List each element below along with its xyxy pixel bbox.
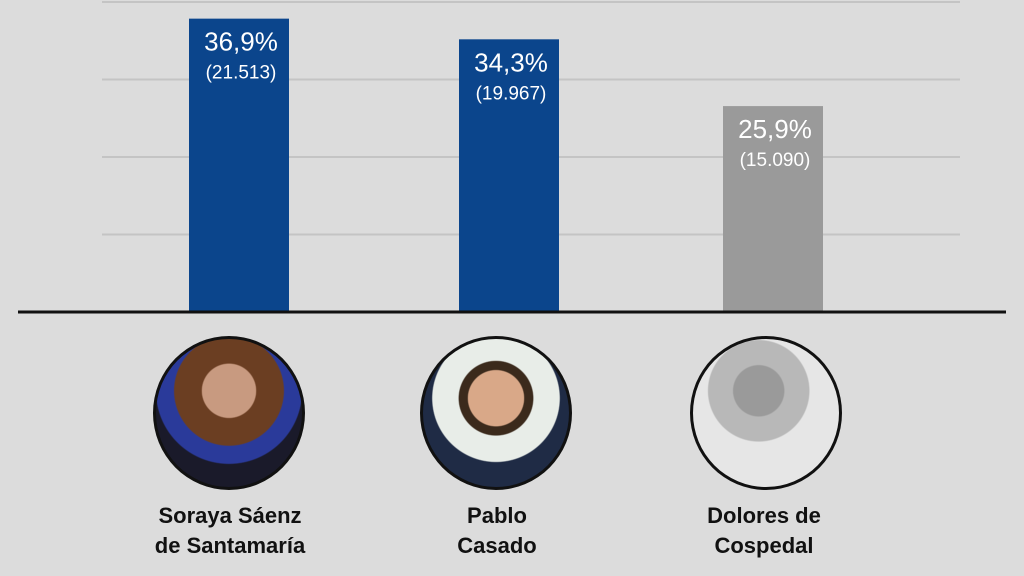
candidate-name-dolores: Dolores de Cospedal: [644, 501, 884, 561]
bar-chart: 36,9% (21.513) 34,3% (19.967) 25,9% (15.090): [18, 1, 1006, 314]
bar: [459, 39, 559, 312]
count-label: (19.967): [476, 83, 547, 104]
name-line: de Santamaría: [154, 533, 306, 558]
name-line: Pablo: [467, 503, 527, 528]
name-line: Casado: [457, 533, 537, 558]
name-line: Cospedal: [714, 533, 814, 558]
name-line: Dolores de: [707, 503, 821, 528]
candidate-name-soraya: Soraya Sáenz de Santamaría: [110, 501, 350, 561]
name-line: Soraya Sáenz: [158, 503, 302, 528]
count-label: (21.513): [206, 63, 277, 84]
portrait-pablo: [420, 336, 572, 490]
candidate-name-pablo: Pablo Casado: [377, 501, 617, 561]
value-label: 34,3%: [474, 47, 548, 77]
bar: [723, 106, 823, 312]
portrait-dolores: [690, 336, 842, 490]
value-label: 36,9%: [204, 27, 278, 57]
bar: [189, 18, 289, 313]
count-label: (15.090): [740, 150, 811, 171]
value-label: 25,9%: [738, 114, 812, 144]
portrait-soraya: [153, 336, 305, 490]
